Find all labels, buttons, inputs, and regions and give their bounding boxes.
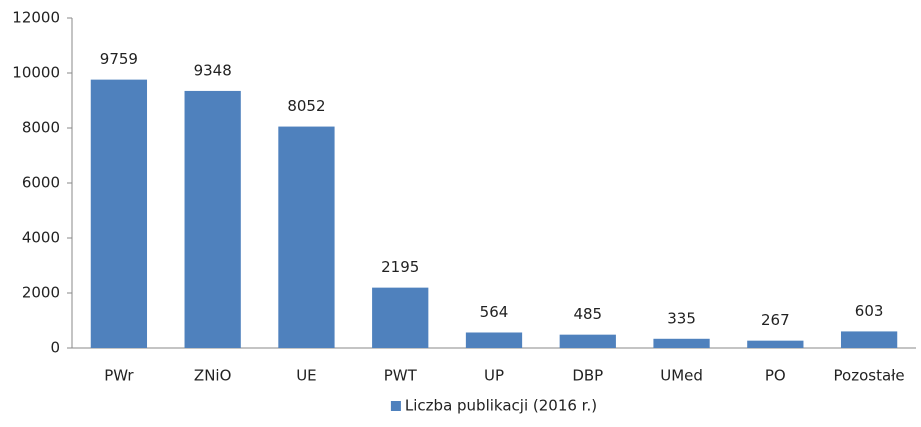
y-tick-label: 10000 <box>12 64 60 82</box>
y-tick-label: 8000 <box>22 119 60 137</box>
y-tick-label: 6000 <box>22 174 60 192</box>
x-tick-label: UE <box>296 367 316 385</box>
y-tick-label: 4000 <box>22 229 60 247</box>
bar <box>90 79 148 348</box>
bar <box>747 340 804 348</box>
y-tick-label: 0 <box>50 339 60 357</box>
data-label: 335 <box>667 309 696 327</box>
data-label: 267 <box>761 311 790 329</box>
bar <box>840 331 898 348</box>
data-label: 9759 <box>100 50 138 68</box>
bar <box>559 334 616 348</box>
x-tick-label: PWT <box>384 367 418 385</box>
data-label: 2195 <box>381 258 419 276</box>
data-label: 564 <box>480 303 509 321</box>
x-tick-label: DBP <box>572 367 603 385</box>
data-label: 485 <box>573 305 602 323</box>
x-tick-label: ZNiO <box>194 367 231 385</box>
data-label: 8052 <box>287 97 325 115</box>
y-tick-label: 2000 <box>22 284 60 302</box>
data-label: 603 <box>855 302 884 320</box>
bar <box>278 126 335 348</box>
x-tick-label: PO <box>765 367 786 385</box>
y-tick-label: 12000 <box>12 9 60 27</box>
x-tick-label: Pozostałe <box>834 367 905 385</box>
bar <box>184 90 241 349</box>
x-tick-label: PWr <box>104 367 134 385</box>
bar <box>372 287 429 348</box>
x-tick-label: UP <box>484 367 504 385</box>
bar <box>653 338 710 348</box>
bar <box>465 332 523 348</box>
legend-label: Liczba publikacji (2016 r.) <box>405 397 597 415</box>
x-tick-label: UMed <box>660 367 703 385</box>
data-label: 9348 <box>194 61 232 79</box>
legend-swatch <box>390 401 401 411</box>
